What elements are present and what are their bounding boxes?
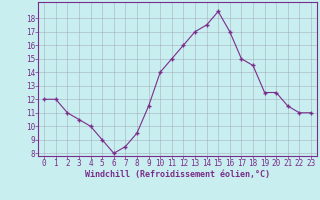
X-axis label: Windchill (Refroidissement éolien,°C): Windchill (Refroidissement éolien,°C) xyxy=(85,170,270,179)
